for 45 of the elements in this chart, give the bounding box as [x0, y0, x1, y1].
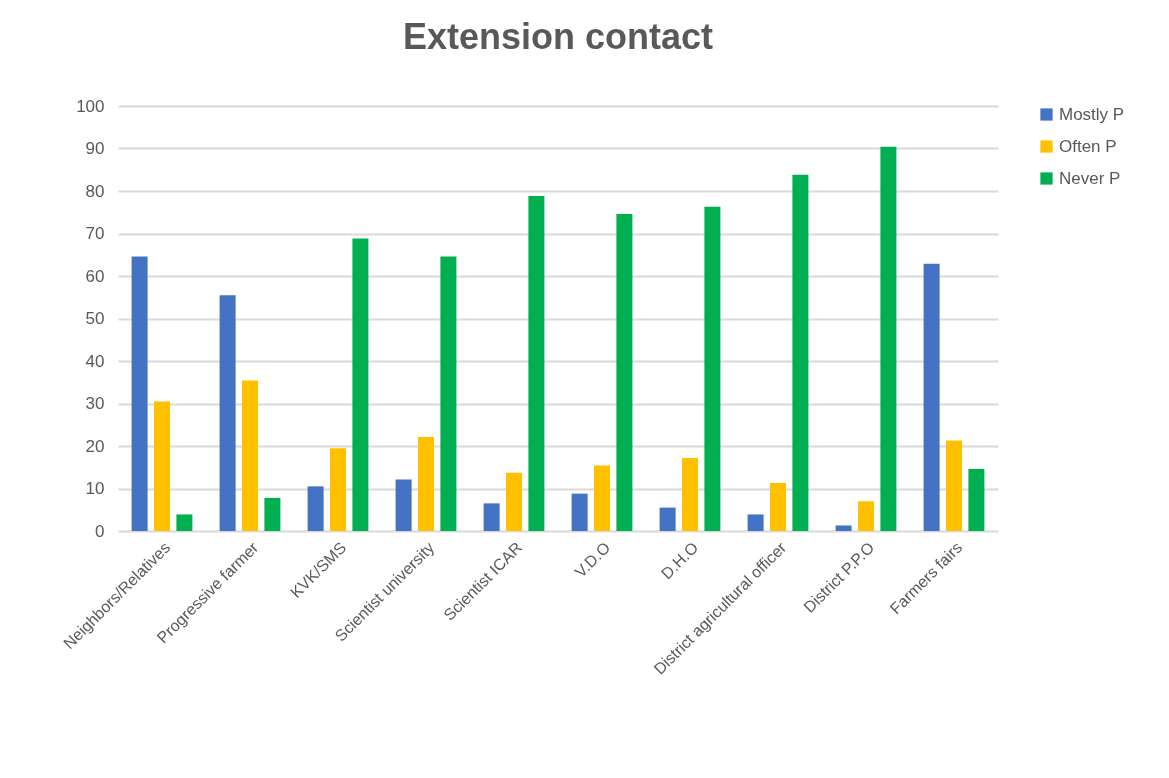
bar [131, 256, 148, 531]
bar [528, 196, 545, 531]
bar [176, 514, 193, 531]
legend-label: Mostly P [1059, 104, 1125, 124]
bar [880, 146, 897, 531]
y-tick-label: 70 [85, 224, 105, 243]
bar [835, 525, 852, 531]
bar [858, 501, 874, 531]
bar [330, 448, 346, 531]
bar [440, 256, 457, 531]
bar [792, 174, 809, 531]
y-tick-label: 50 [85, 309, 105, 328]
bar [154, 401, 170, 531]
bar [594, 465, 610, 531]
y-tick-label: 10 [85, 479, 105, 498]
y-tick-label: 90 [85, 139, 105, 158]
chart-title: Extension contact [402, 16, 714, 57]
bar [483, 503, 500, 531]
bar [219, 295, 236, 531]
y-tick-label: 100 [76, 96, 105, 116]
bar [242, 380, 258, 531]
bar [307, 486, 324, 531]
legend-label: Never P [1059, 168, 1121, 188]
bar [659, 507, 676, 531]
y-tick-label: 0 [95, 521, 105, 541]
bar [352, 238, 369, 531]
bar [968, 468, 985, 531]
bar [770, 482, 786, 531]
y-tick-label: 20 [85, 436, 105, 456]
bar [418, 437, 434, 531]
y-tick-label: 30 [85, 394, 105, 413]
bar [682, 457, 698, 531]
bar [571, 493, 588, 531]
bar [747, 514, 764, 531]
bar [616, 213, 633, 531]
bar [923, 263, 940, 531]
bar [264, 497, 281, 531]
legend-label: Often P [1059, 136, 1117, 156]
y-tick-label: 40 [85, 351, 105, 371]
bar [946, 440, 962, 531]
y-tick-label: 60 [85, 266, 105, 286]
bar [395, 479, 412, 531]
y-tick-label: 80 [85, 181, 105, 201]
bar [704, 206, 721, 531]
bar [506, 472, 522, 531]
